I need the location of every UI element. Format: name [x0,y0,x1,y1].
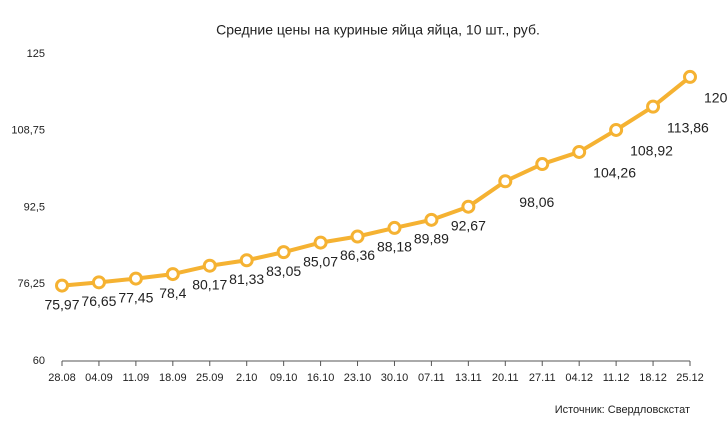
data-label: 120,15 [704,90,728,106]
x-tick-label: 28.08 [48,372,76,384]
data-label: 86,36 [340,247,375,263]
data-label: 104,26 [593,165,636,181]
data-label: 81,33 [229,271,264,287]
source-note: Источник: Свердловскстат [555,404,690,416]
y-tick-label: 60 [33,355,45,367]
x-tick-label: 25.09 [196,372,224,384]
x-tick-label: 18.09 [159,372,187,384]
data-point [683,69,697,84]
x-tick-label: 04.09 [85,372,113,384]
x-tick-label: 20.11 [492,372,519,384]
data-label: 76,65 [81,293,116,309]
x-tick-label: 09.10 [270,372,298,384]
data-point [498,174,513,189]
x-tick-label: 23.10 [344,372,372,384]
data-label: 80,17 [192,276,227,292]
data-point [239,253,254,268]
x-tick-label: 04.12 [565,372,593,384]
x-tick-label: 11.09 [123,372,150,384]
x-tick-label: 27.11 [529,372,556,384]
data-point [609,122,624,137]
data-label: 88,18 [377,239,412,255]
data-label: 98,06 [519,194,554,210]
data-point [387,220,402,235]
x-tick-label: 25.12 [676,372,704,384]
data-label: 85,07 [303,253,338,269]
data-label: 78,4 [159,285,186,301]
data-point [424,212,439,227]
data-point [91,275,106,290]
data-point [535,157,550,172]
data-point [55,278,69,293]
x-tick-label: 16.10 [307,372,335,384]
data-label: 113,86 [667,119,709,135]
y-tick-label: 76,25 [17,278,45,290]
y-tick-label: 92,5 [24,201,45,213]
data-label: 77,45 [118,289,153,305]
data-label: 108,92 [630,143,673,159]
data-point [350,229,365,244]
data-label: 92,67 [451,217,486,233]
data-point [128,271,143,286]
x-tick-label: 07.11 [418,372,445,384]
x-tick-label: 13.11 [455,372,482,384]
chart-title: Средние цены на куриные яйца яйца, 10 шт… [216,22,540,38]
data-label: 89,89 [414,231,449,247]
x-tick-label: 11.12 [603,372,630,384]
data-point [276,245,291,260]
x-tick-label: 18.12 [639,372,667,384]
data-point [572,144,587,159]
y-tick-label: 108,75 [11,125,45,137]
data-label: 83,05 [266,263,301,279]
data-point [202,258,217,273]
data-point [313,235,328,250]
x-tick-label: 2.10 [236,372,257,384]
data-point [646,99,661,114]
y-tick-label: 125 [27,48,45,60]
data-point [461,199,476,214]
data-label: 75,97 [44,296,79,312]
data-point [165,267,180,282]
x-tick-label: 30.10 [381,372,409,384]
